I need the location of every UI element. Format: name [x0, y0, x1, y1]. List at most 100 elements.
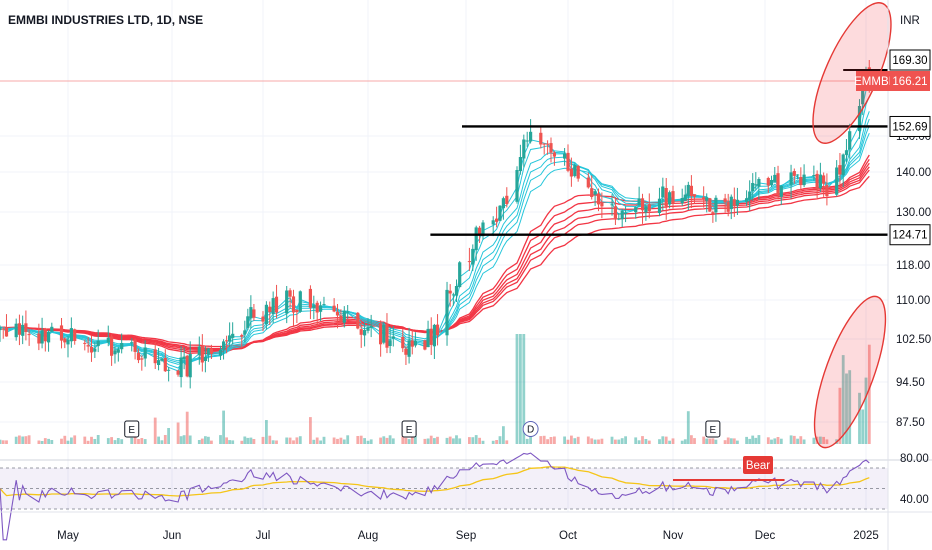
volume-bar — [841, 355, 845, 444]
candle-body — [838, 165, 842, 175]
price-tick-label: 87.50 — [896, 417, 925, 429]
price-tick-label: 118.00 — [896, 260, 930, 272]
candle-body — [176, 370, 180, 375]
volume-bar — [292, 440, 295, 444]
volume-bar — [812, 437, 816, 444]
volume-bar — [861, 409, 865, 444]
candle-body — [218, 349, 223, 356]
volume-bar — [570, 435, 573, 444]
volume-bar — [275, 440, 278, 444]
candle-body — [106, 337, 110, 343]
volume-bar — [671, 438, 675, 444]
volume-bar — [0, 439, 2, 444]
candle-body — [617, 218, 621, 220]
candle-body — [505, 195, 509, 204]
volume-bar — [342, 439, 346, 444]
candle-body — [288, 290, 292, 297]
price-tick-label: 130.00 — [896, 207, 931, 219]
candle-body — [96, 340, 100, 347]
candle-body — [515, 170, 519, 202]
high-price-tag: 169.30 — [892, 55, 927, 67]
volume-bar — [40, 441, 44, 444]
candle-body — [802, 174, 806, 186]
candle-body — [228, 335, 232, 342]
volume-bar — [83, 436, 87, 444]
resistance-price-tag: 152.69 — [892, 121, 927, 133]
event-marker-e[interactable]: E — [124, 420, 140, 438]
volume-bar — [468, 437, 471, 444]
candle-body — [167, 369, 171, 371]
volume-bar — [647, 440, 651, 444]
candle-body — [779, 185, 783, 197]
volume-bar — [664, 436, 668, 444]
candle-body — [661, 186, 665, 197]
candle-body — [153, 349, 157, 364]
candle-body — [745, 198, 749, 202]
candle-body — [240, 335, 244, 337]
candle-body — [448, 290, 452, 294]
volume-bar — [265, 420, 268, 444]
candles — [0, 60, 871, 389]
volume-bar — [858, 392, 861, 444]
event-marker-d[interactable]: D — [522, 421, 539, 437]
candle-body — [825, 185, 829, 197]
volume-bar — [1, 440, 5, 444]
rsi-pane: Bear 80.00 40.00 — [0, 452, 932, 541]
volume-bar — [246, 437, 250, 444]
support-price-tag: 124.71 — [892, 230, 927, 242]
candle-body — [596, 193, 601, 205]
candle-body — [37, 333, 41, 344]
volume-bar — [546, 439, 549, 444]
volume-bar — [252, 439, 256, 444]
event-marker-circle — [522, 421, 539, 437]
volume-bar — [295, 437, 299, 444]
candle-body — [563, 153, 567, 159]
candle-body — [495, 218, 499, 222]
candle-body — [498, 205, 502, 221]
volume-bar — [848, 370, 852, 444]
candle-body — [542, 143, 546, 145]
candle-body — [332, 305, 336, 312]
event-marker-box — [401, 420, 417, 438]
volume-bar — [410, 437, 414, 444]
event-marker-e[interactable]: E — [705, 420, 721, 438]
volume-bar — [379, 437, 382, 444]
candle-body — [404, 348, 408, 355]
candle-body — [620, 210, 624, 220]
volume-bar — [471, 437, 475, 444]
currency-label: INR — [900, 15, 920, 27]
price-axis[interactable]: INR150.00140.00130.00118.00110.00102.509… — [854, 0, 931, 550]
candle-body — [435, 324, 440, 336]
volume-bar — [70, 437, 73, 444]
candle-body — [391, 336, 395, 339]
candle-body — [120, 343, 124, 350]
volume-bar — [661, 436, 665, 444]
candle-body — [501, 198, 505, 209]
event-marker-e[interactable]: E — [401, 420, 417, 438]
event-marker-label: E — [710, 425, 717, 436]
candle-body — [401, 337, 405, 349]
volume-bar — [143, 439, 147, 444]
volume-bar — [802, 439, 806, 444]
volume-bar — [624, 436, 627, 444]
candle-body — [50, 326, 54, 332]
volume-bar — [96, 435, 100, 444]
volume-bar — [792, 435, 796, 444]
time-tick-label: Dec — [755, 530, 776, 542]
volume-bar — [502, 426, 505, 444]
candle-body — [163, 358, 167, 372]
time-axis[interactable]: May Jun Jul Aug Sep Oct Nov Dec 2025 — [0, 511, 932, 542]
volume-bar — [137, 439, 140, 444]
level-lines — [0, 69, 888, 236]
volume-bar — [491, 440, 495, 444]
candle-body — [298, 291, 302, 312]
volume-bar — [243, 436, 247, 444]
candle-body — [110, 336, 114, 356]
candle-body — [366, 327, 370, 331]
volume-bar — [644, 439, 648, 444]
volume-bar — [120, 439, 124, 444]
volume-bar — [751, 435, 755, 444]
candle-body — [454, 286, 459, 296]
volume-bar — [225, 437, 228, 444]
volume-bar — [50, 440, 54, 444]
